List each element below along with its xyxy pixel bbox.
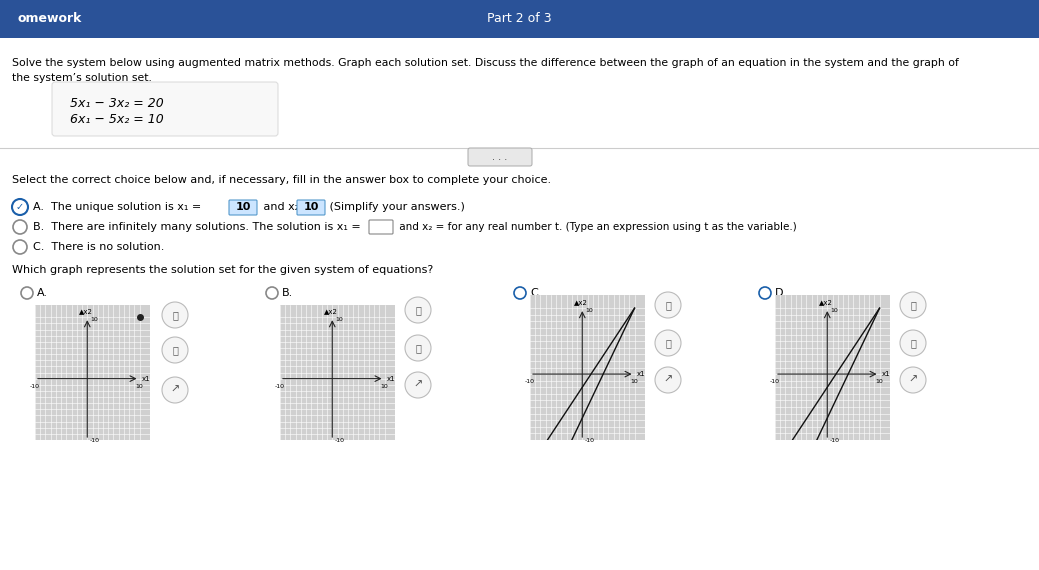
Text: B.  There are infinitely many solutions. The solution is x₁ =: B. There are infinitely many solutions. … (33, 222, 365, 232)
Text: ▲x2: ▲x2 (819, 299, 832, 305)
Text: -10: -10 (525, 380, 535, 384)
Circle shape (162, 302, 188, 328)
Text: ↗: ↗ (414, 380, 423, 390)
Circle shape (900, 330, 926, 356)
Text: 10: 10 (303, 202, 319, 212)
Text: ▲x2: ▲x2 (574, 299, 588, 305)
Text: 10: 10 (90, 317, 98, 322)
Text: ✓: ✓ (16, 202, 24, 212)
Text: 🔍: 🔍 (172, 310, 178, 320)
Text: Solve the system below using augmented matrix methods. Graph each solution set. : Solve the system below using augmented m… (12, 58, 959, 68)
Text: 🔍: 🔍 (910, 300, 916, 310)
Text: 🔍: 🔍 (415, 343, 421, 353)
Text: Which graph represents the solution set for the given system of equations?: Which graph represents the solution set … (12, 265, 433, 275)
Text: A.: A. (37, 288, 48, 298)
Circle shape (14, 220, 27, 234)
Circle shape (162, 337, 188, 363)
Circle shape (12, 199, 28, 215)
Text: 10: 10 (380, 384, 389, 389)
Text: 10: 10 (585, 308, 592, 313)
Text: -10: -10 (585, 438, 595, 442)
Circle shape (655, 367, 681, 393)
Text: 🔍: 🔍 (415, 305, 421, 315)
Text: omework: omework (18, 13, 82, 26)
Text: ▲x2: ▲x2 (79, 308, 92, 314)
Text: ↗: ↗ (663, 375, 672, 385)
Text: 10: 10 (235, 202, 250, 212)
FancyBboxPatch shape (369, 220, 393, 234)
Text: Part 2 of 3: Part 2 of 3 (486, 13, 552, 26)
Text: A.  The unique solution is x₁ =: A. The unique solution is x₁ = (33, 202, 205, 212)
Text: ▲x2: ▲x2 (324, 308, 338, 314)
Text: . . .: . . . (492, 152, 508, 162)
Circle shape (405, 372, 431, 398)
Circle shape (14, 240, 27, 254)
Text: -10: -10 (90, 438, 100, 442)
Text: 10: 10 (876, 380, 883, 384)
Text: 🔍: 🔍 (665, 300, 671, 310)
Circle shape (405, 335, 431, 361)
Text: 6x₁ − 5x₂ = 10: 6x₁ − 5x₂ = 10 (70, 113, 164, 126)
Text: 10: 10 (631, 380, 638, 384)
FancyBboxPatch shape (229, 200, 257, 215)
Text: the system’s solution set.: the system’s solution set. (12, 73, 152, 83)
Text: ↗: ↗ (908, 375, 917, 385)
Circle shape (405, 297, 431, 323)
Circle shape (900, 292, 926, 318)
Text: -10: -10 (275, 384, 285, 389)
Circle shape (655, 330, 681, 356)
Text: B.: B. (282, 288, 293, 298)
Circle shape (900, 367, 926, 393)
Text: and x₂ =: and x₂ = (260, 202, 316, 212)
Text: C.: C. (530, 288, 541, 298)
FancyBboxPatch shape (297, 200, 325, 215)
Text: (Simplify your answers.): (Simplify your answers.) (326, 202, 464, 212)
Text: x1: x1 (882, 371, 890, 377)
Text: x1: x1 (142, 376, 151, 382)
Text: ↗: ↗ (170, 385, 180, 395)
Circle shape (21, 287, 33, 299)
Text: 🔍: 🔍 (665, 338, 671, 348)
Circle shape (514, 287, 526, 299)
Text: 10: 10 (830, 308, 837, 313)
Text: 10: 10 (136, 384, 143, 389)
Text: C.  There is no solution.: C. There is no solution. (33, 242, 164, 252)
Text: Select the correct choice below and, if necessary, fill in the answer box to com: Select the correct choice below and, if … (12, 175, 551, 185)
Text: 🔍: 🔍 (910, 338, 916, 348)
Text: 🔍: 🔍 (172, 345, 178, 355)
Text: -10: -10 (30, 384, 39, 389)
FancyBboxPatch shape (52, 82, 278, 136)
Circle shape (266, 287, 278, 299)
Text: 5x₁ − 3x₂ = 20: 5x₁ − 3x₂ = 20 (70, 97, 164, 110)
Text: 10: 10 (335, 317, 343, 322)
Circle shape (655, 292, 681, 318)
Text: -10: -10 (830, 438, 840, 442)
Text: D.: D. (775, 288, 788, 298)
Text: -10: -10 (335, 438, 345, 442)
Bar (0, 0, 1039, 38)
Text: x1: x1 (637, 371, 646, 377)
Text: -10: -10 (770, 380, 780, 384)
Text: x1: x1 (388, 376, 396, 382)
Text: and x₂ = for any real number t. (Type an expression using t as the variable.): and x₂ = for any real number t. (Type an… (396, 222, 797, 232)
Circle shape (760, 287, 771, 299)
FancyBboxPatch shape (468, 148, 532, 166)
Circle shape (162, 377, 188, 403)
